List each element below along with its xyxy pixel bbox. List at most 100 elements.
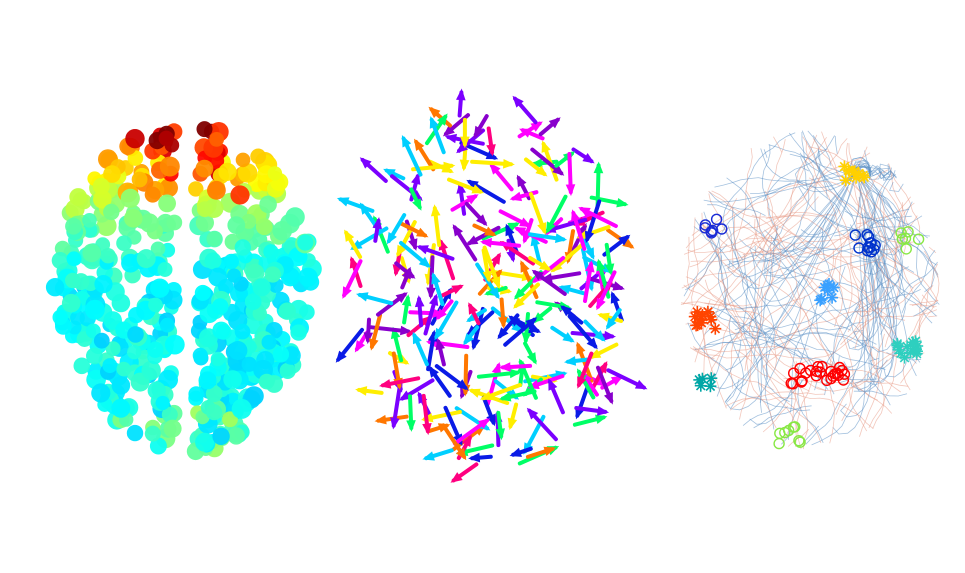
electrode-dot — [298, 267, 318, 287]
arrow-glyph — [459, 146, 470, 172]
electrode-dot — [223, 253, 239, 270]
arrow-glyph — [428, 106, 452, 128]
arrow-glyph — [359, 157, 388, 183]
electrode-dot — [206, 231, 222, 247]
arrow-glyph — [538, 117, 561, 137]
electrode-dot — [188, 386, 204, 402]
arrow-glyph — [498, 297, 508, 329]
electrode-dot — [65, 217, 82, 235]
arrow-glyph — [596, 270, 617, 311]
arrow-glyph — [421, 393, 432, 436]
electrode-dot — [263, 244, 279, 260]
arrow-glyph — [481, 248, 493, 283]
electrode-dot — [261, 334, 277, 350]
electrode-dot — [149, 437, 167, 455]
electrode-dot — [255, 218, 273, 236]
electrode-dot — [211, 298, 229, 315]
arrow-glyph — [431, 272, 445, 307]
arrow-glyph — [486, 126, 496, 157]
arrow-glyph — [528, 192, 547, 235]
arrow-glyph — [438, 238, 456, 281]
electrode-dot — [158, 130, 174, 146]
arrow-glyph — [481, 395, 496, 427]
arrow-glyph — [412, 331, 429, 367]
electrode-dot — [121, 253, 140, 273]
arrow-glyph — [399, 241, 431, 268]
arrow-glyph — [530, 147, 565, 176]
arrow-glyph — [409, 187, 422, 211]
arrow-glyph — [593, 161, 604, 208]
arrow-glyph — [434, 300, 459, 341]
arrow-glyph — [576, 341, 594, 383]
electrode-dot — [204, 252, 222, 270]
electrode-dot — [66, 251, 82, 267]
arrow-glyph — [460, 117, 470, 149]
electrode-dot — [163, 419, 182, 438]
electrode-dot — [227, 216, 246, 235]
arrow-glyph — [450, 194, 479, 212]
arrow-glyph — [422, 448, 454, 461]
arrow-glyph — [482, 245, 501, 289]
arrow-glyph — [523, 341, 537, 365]
arrow-glyph — [498, 362, 533, 372]
electrode-dot — [259, 195, 277, 214]
arrow-glyph — [476, 368, 522, 379]
arrow-glyph — [606, 368, 648, 390]
electrode-dot — [222, 411, 238, 428]
electrode-dot — [111, 293, 131, 313]
arrow-glyph — [498, 209, 532, 228]
arrow-glyph — [428, 365, 452, 398]
electrode-dot — [267, 166, 283, 181]
electrode-dot — [141, 360, 161, 381]
arrow-glyph — [435, 299, 454, 321]
electrode-dot — [131, 171, 148, 188]
electrode-dot — [272, 346, 290, 363]
electrode-dot — [244, 293, 262, 311]
arrow-glyph — [434, 364, 469, 391]
electrode-dot — [51, 252, 69, 269]
arrow-glyph — [513, 282, 540, 309]
electrode-dot — [116, 361, 132, 377]
electrode-dot — [250, 148, 267, 165]
electrode-dot — [70, 310, 85, 326]
arrow-glyph — [583, 319, 606, 342]
arrow-glyph — [531, 269, 567, 296]
arrow-glyph — [355, 386, 384, 396]
direction-arrow-field — [335, 88, 648, 483]
electrode-dot — [227, 427, 245, 445]
electrode-dot — [100, 248, 116, 264]
electrode-dot — [164, 334, 185, 355]
fiber-streamline-map — [680, 130, 940, 450]
electrode-dot — [264, 266, 281, 283]
electrode-dot — [212, 321, 230, 340]
arrow-glyph — [554, 151, 575, 168]
arrow-glyph — [604, 242, 615, 276]
arrow-glyph — [567, 314, 598, 350]
electrode-dot — [197, 201, 213, 218]
arrow-glyph — [524, 157, 548, 177]
electrode-dot — [69, 188, 88, 206]
arrow-glyph — [571, 147, 595, 164]
electrode-dot — [159, 178, 178, 198]
electrode-dot — [144, 425, 161, 442]
electrode-dot — [82, 213, 97, 228]
arrow-glyph — [575, 383, 591, 420]
electrode-dot — [195, 432, 215, 452]
arrow-glyph — [438, 284, 464, 299]
arrow-glyph — [401, 294, 412, 325]
arrow-glyph — [390, 386, 402, 430]
arrow-glyph — [497, 313, 520, 340]
arrow-glyph — [571, 209, 587, 251]
arrow-glyph — [479, 383, 522, 401]
electrode-dot — [150, 278, 170, 298]
arrow-glyph — [565, 152, 576, 197]
electrode-dot — [237, 163, 258, 183]
arrow-glyph — [416, 245, 455, 261]
electrode-dot — [258, 373, 275, 390]
arrow-glyph — [472, 223, 497, 237]
electrode-dot — [72, 273, 90, 291]
electrode-dot — [159, 317, 175, 333]
electrode-dot — [116, 235, 132, 251]
arrow-glyph — [597, 312, 624, 323]
electrode-dot — [206, 404, 223, 421]
